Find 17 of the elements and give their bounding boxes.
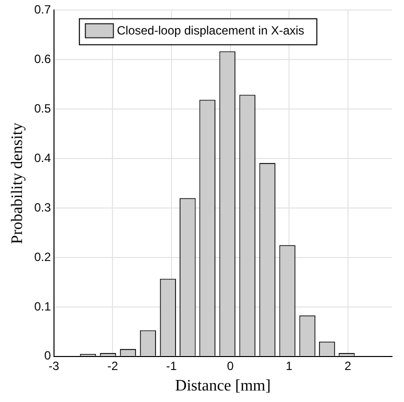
y-tick-label: 0 — [44, 348, 52, 363]
y-tick-label: 0.7 — [34, 2, 52, 17]
x-tick-label: 0 — [226, 358, 234, 373]
y-tick-label: 0.2 — [34, 250, 52, 264]
x-tick-label: -2 — [107, 358, 118, 373]
x-tick-label: 1 — [286, 358, 293, 373]
x-tick-label: -3 — [48, 358, 60, 373]
y-tick-label: 0.6 — [34, 52, 52, 66]
x-tick-label: 2 — [344, 358, 352, 373]
legend-label: Closed-loop displacement in X-axis — [116, 24, 304, 38]
y-axis-title: Probability density — [8, 122, 26, 244]
y-tick-label: 0.5 — [34, 101, 52, 116]
x-tick-label: -1 — [166, 358, 178, 373]
y-tick-label: 0.3 — [34, 200, 52, 214]
y-tick-label: 0.1 — [34, 299, 52, 314]
y-tick-label: 0.4 — [34, 150, 52, 165]
x-axis-title: Distance [mm] — [175, 378, 271, 395]
